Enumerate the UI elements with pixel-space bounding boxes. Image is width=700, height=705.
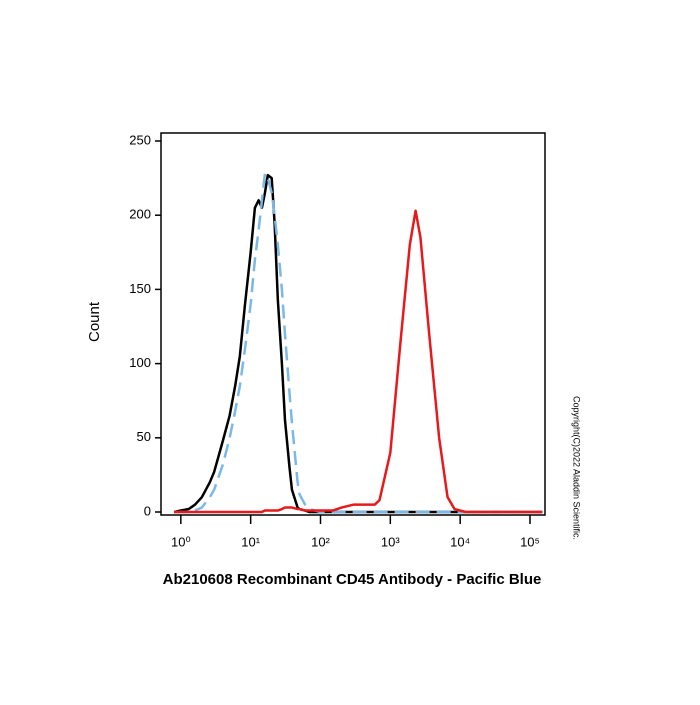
chart-title: Ab210608 Recombinant CD45 Antibody - Pac… bbox=[163, 571, 542, 588]
series-line bbox=[174, 209, 543, 514]
x-tick-label: 10¹ bbox=[241, 534, 260, 549]
x-tick-label: 10⁰ bbox=[171, 534, 191, 549]
y-tick-label: 200 bbox=[129, 207, 151, 222]
copyright: Copyright(C)2022 Aladdin Scientific. bbox=[572, 396, 582, 540]
series-line bbox=[174, 172, 543, 514]
y-tick-label: 150 bbox=[129, 281, 151, 296]
y-tick-label: 50 bbox=[137, 429, 151, 444]
x-tick-label: 10⁵ bbox=[520, 534, 540, 549]
x-tick-label: 10³ bbox=[381, 534, 400, 549]
x-tick-label: 10² bbox=[311, 534, 330, 549]
y-axis-label: Count bbox=[86, 301, 103, 342]
y-tick-label: 100 bbox=[129, 355, 151, 370]
y-tick-label: 0 bbox=[144, 503, 151, 518]
plot-frame bbox=[160, 132, 546, 516]
y-tick-label: 250 bbox=[129, 132, 151, 147]
x-tick-label: 10⁴ bbox=[450, 534, 470, 549]
